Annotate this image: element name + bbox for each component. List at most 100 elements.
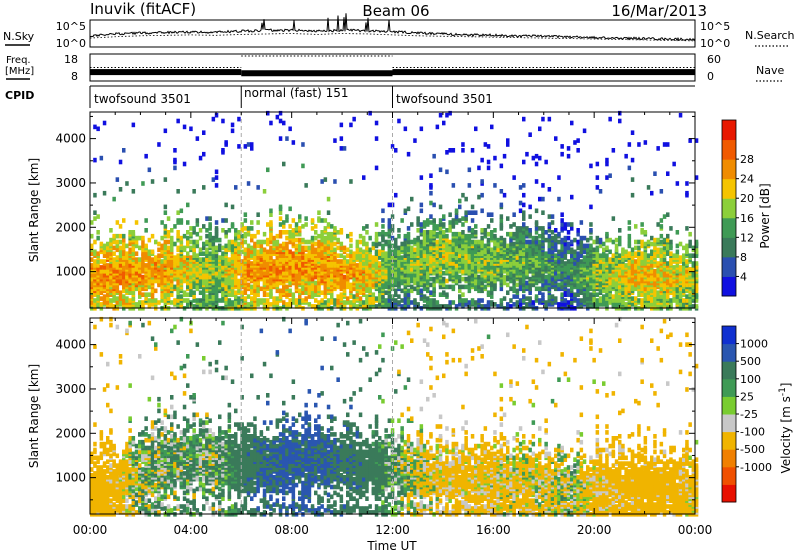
power-cell xyxy=(525,296,529,301)
power-cell xyxy=(528,253,532,258)
power-cell xyxy=(240,222,244,227)
power-cell xyxy=(115,284,120,290)
power-cell xyxy=(566,259,571,264)
power-cell xyxy=(288,224,292,229)
power-cell xyxy=(618,118,622,124)
power-cell xyxy=(454,278,459,284)
power-cell xyxy=(592,259,596,264)
power-cell xyxy=(618,259,622,264)
power-cell xyxy=(198,302,203,307)
power-cell xyxy=(515,261,520,266)
power-cell xyxy=(234,255,238,260)
power-cell xyxy=(387,202,392,208)
power-cell xyxy=(426,218,430,223)
power-cell xyxy=(173,224,177,229)
power-cell xyxy=(173,276,177,282)
power-cell xyxy=(256,230,260,235)
power-cell xyxy=(483,278,488,284)
power-cell xyxy=(560,245,564,251)
power-cell xyxy=(301,163,305,169)
power-cell xyxy=(467,167,472,173)
power-cell xyxy=(547,249,552,255)
power-cell xyxy=(592,284,596,290)
power-cell xyxy=(589,292,593,297)
power-cell xyxy=(230,300,235,305)
power-cell xyxy=(563,226,568,231)
power-cell xyxy=(266,222,270,227)
power-cell xyxy=(243,218,248,223)
power-cell xyxy=(304,296,308,301)
power-cell xyxy=(352,294,356,299)
power-cell xyxy=(512,212,516,217)
power-cell xyxy=(608,263,612,268)
power-cell xyxy=(627,220,632,225)
power-cell xyxy=(429,245,433,251)
power-cell xyxy=(230,239,235,245)
power-cell xyxy=(96,214,100,219)
power-cell xyxy=(605,175,609,180)
power-cell xyxy=(490,212,494,217)
power-cell xyxy=(419,175,424,180)
power-cell xyxy=(214,237,219,243)
power-cell xyxy=(144,278,148,284)
power-cell xyxy=(282,224,286,229)
power-cell xyxy=(445,112,449,118)
power-cell xyxy=(144,267,148,272)
power-cell xyxy=(458,231,462,237)
power-cell xyxy=(333,235,337,241)
power-cell xyxy=(272,241,276,247)
power-cell xyxy=(202,257,206,262)
power-cell xyxy=(512,302,516,307)
power-cell xyxy=(112,304,116,309)
power-cell xyxy=(378,288,382,294)
power-cell xyxy=(534,161,539,167)
power-cell xyxy=(614,243,619,249)
power-cell xyxy=(381,208,385,214)
freq-label-line2: [MHz] xyxy=(5,66,34,77)
power-cell xyxy=(266,261,270,266)
power-cell xyxy=(480,228,484,233)
power-cell xyxy=(147,249,152,255)
power-cell xyxy=(173,241,177,247)
power-cell xyxy=(141,280,145,286)
power-cell xyxy=(502,153,507,159)
power-cell xyxy=(346,296,350,301)
power-cell xyxy=(307,239,312,245)
power-cell xyxy=(547,228,552,233)
power-cell xyxy=(541,183,545,188)
power-cell xyxy=(528,276,532,282)
power-cell xyxy=(467,274,472,280)
power-cell xyxy=(486,224,491,229)
power-cell xyxy=(230,122,235,128)
power-cell xyxy=(262,251,267,256)
power-cell xyxy=(243,247,248,253)
power-cell xyxy=(614,237,619,243)
power-cell xyxy=(93,216,97,221)
power-cell xyxy=(186,284,190,290)
power-cell xyxy=(179,278,184,284)
power-cell xyxy=(221,298,225,303)
power-cell xyxy=(202,185,206,190)
power-cell xyxy=(538,126,542,132)
power-cell xyxy=(448,304,452,309)
power-cell xyxy=(422,237,427,243)
power-cell xyxy=(278,210,283,215)
power-cell xyxy=(397,245,401,251)
power-cell xyxy=(275,288,280,294)
power-cell xyxy=(253,247,257,253)
power-cell xyxy=(176,230,180,235)
power-cell xyxy=(502,296,507,301)
noise-panel: 10^5 10^0 10^5 10^0 N.Sky N.Search xyxy=(3,13,795,50)
power-cell xyxy=(96,251,100,256)
power-cell xyxy=(563,241,568,247)
power-cell xyxy=(195,231,200,237)
power-cell xyxy=(602,241,606,247)
power-cell xyxy=(387,259,392,264)
power-cell xyxy=(458,284,462,290)
power-cell xyxy=(627,226,632,231)
power-cell xyxy=(186,230,190,235)
power-cell xyxy=(144,228,148,233)
power-cell xyxy=(419,126,424,132)
power-cell xyxy=(566,241,571,247)
power-cell xyxy=(342,146,347,151)
